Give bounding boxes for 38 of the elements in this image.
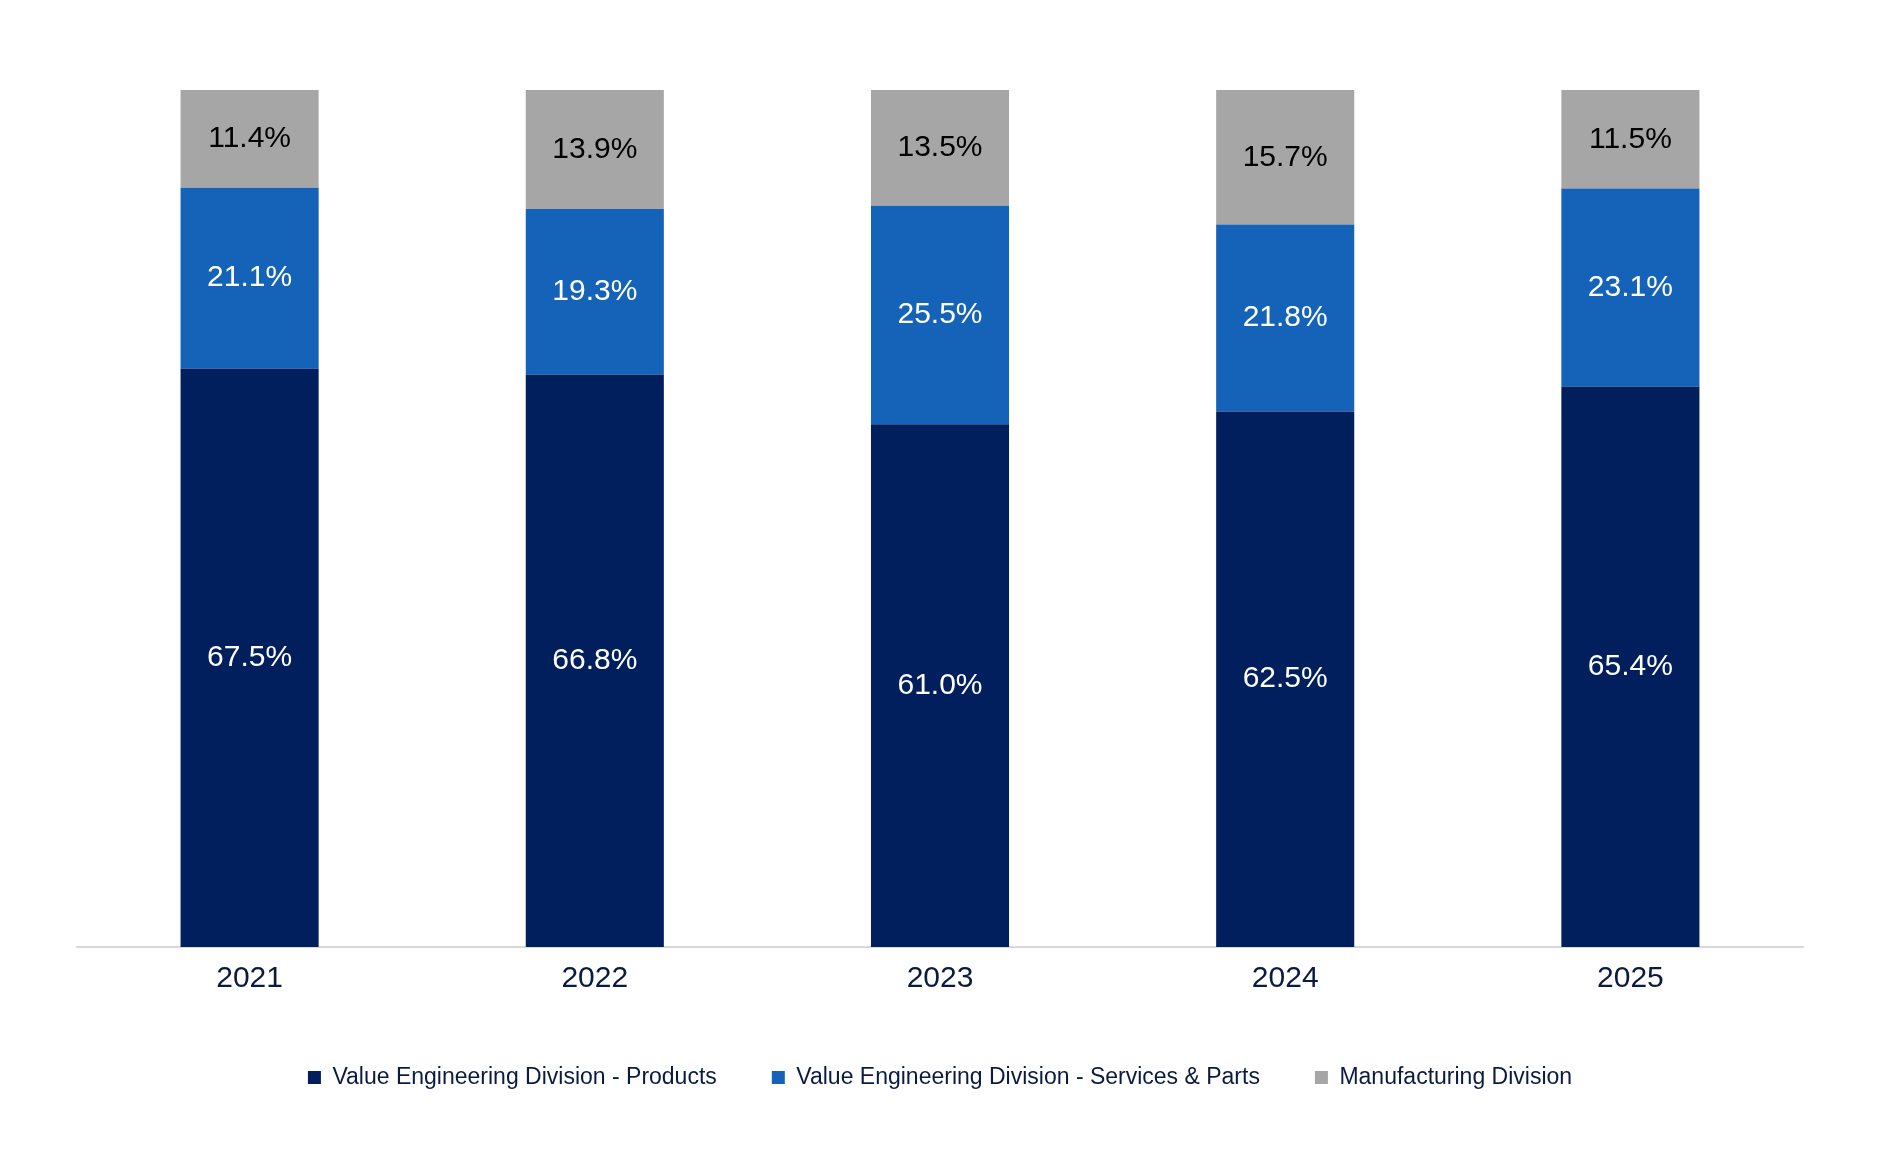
legend-label: Manufacturing Division (1339, 1062, 1573, 1089)
legend-label: Value Engineering Division - Products (332, 1062, 717, 1089)
x-tick-label: 2021 (216, 960, 283, 994)
data-label: 65.4% (1587, 648, 1673, 682)
data-label: 13.9% (552, 130, 638, 164)
bar (180, 187, 319, 369)
bar (1216, 90, 1355, 225)
data-label: 21.1% (207, 259, 293, 293)
x-tick-label: 2024 (1251, 960, 1319, 994)
data-label: 15.7% (1242, 138, 1328, 172)
bar (525, 209, 664, 375)
bar (180, 90, 319, 188)
x-tick-label: 2022 (561, 960, 629, 994)
data-label: 23.1% (1587, 268, 1673, 302)
x-tick-label: 2025 (1597, 960, 1664, 994)
x-tick-label: 2023 (906, 960, 974, 994)
bar (180, 368, 319, 947)
bar (1561, 188, 1700, 387)
data-label: 25.5% (897, 296, 983, 330)
bar (1561, 90, 1700, 189)
data-label: 66.8% (552, 642, 638, 676)
data-label: 11.4% (208, 120, 292, 154)
data-label: 62.5% (1242, 660, 1328, 694)
bar (525, 90, 664, 210)
bar (870, 205, 1010, 425)
bar (1561, 386, 1700, 947)
legend-label: Value Engineering Division - Services & Parts (796, 1062, 1260, 1089)
bar (870, 424, 1010, 947)
data-label: 19.3% (552, 273, 638, 307)
bar (1216, 224, 1355, 412)
data-label: 67.5% (207, 639, 293, 673)
data-label: 13.5% (897, 129, 983, 163)
bar (1216, 411, 1355, 947)
bar (870, 90, 1010, 206)
bar (525, 374, 664, 947)
data-label: 11.5% (1588, 120, 1672, 154)
data-label: 21.8% (1242, 299, 1328, 333)
data-label: 61.0% (897, 666, 983, 700)
